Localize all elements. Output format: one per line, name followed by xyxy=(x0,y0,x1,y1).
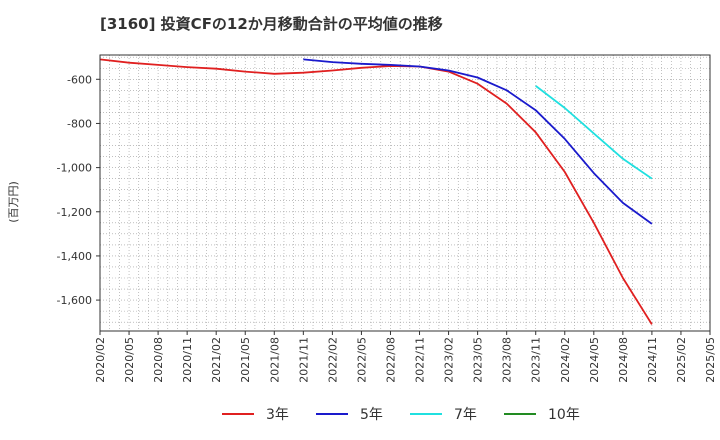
x-tick-label: 2021/11 xyxy=(297,337,310,383)
chart-title: [3160] 投資CFの12か月移動合計の平均値の推移 xyxy=(100,15,443,33)
x-tick-label: 2021/02 xyxy=(210,337,223,383)
x-tick-label: 2021/08 xyxy=(268,337,281,383)
y-tick-label: -1,600 xyxy=(57,294,92,307)
x-tick-label: 2022/08 xyxy=(384,337,397,383)
legend-label: 3年 xyxy=(266,407,289,423)
series-lines xyxy=(99,58,653,325)
y-tick-label: -1,000 xyxy=(57,162,92,175)
y-tick-label: -800 xyxy=(67,117,92,130)
x-tick-label: 2024/05 xyxy=(588,337,601,383)
legend-label: 7年 xyxy=(454,407,477,423)
y-axis-ticks: -600 -800 -1,000 -1,200 -1,400 -1,600 xyxy=(57,73,100,307)
y-tick-label: -1,200 xyxy=(57,206,92,219)
x-tick-label: 2020/02 xyxy=(94,337,107,383)
x-tick-label: 2023/11 xyxy=(530,337,543,383)
x-tick-label: 2025/02 xyxy=(675,337,688,383)
x-axis-ticks: 2020/02 2020/05 2020/08 2020/11 2021/02 2021/… xyxy=(94,331,717,383)
x-tick-label: 2022/11 xyxy=(414,337,427,383)
x-tick-label: 2022/05 xyxy=(355,337,368,383)
x-tick-label: 2020/11 xyxy=(181,337,194,383)
legend-label: 10年 xyxy=(548,407,580,423)
x-tick-label: 2025/05 xyxy=(704,337,717,383)
x-tick-label: 2024/02 xyxy=(559,337,572,383)
series-line-3年 xyxy=(99,58,653,325)
x-tick-label: 2023/05 xyxy=(472,337,485,383)
x-tick-label: 2024/08 xyxy=(617,337,630,383)
y-tick-label: -600 xyxy=(67,73,92,86)
plot-frame xyxy=(99,54,711,332)
x-tick-label: 2023/02 xyxy=(443,337,456,383)
y-tick-label: -1,400 xyxy=(57,250,92,263)
x-tick-label: 2020/08 xyxy=(152,337,165,383)
series-line-5年 xyxy=(303,58,653,225)
legend-label: 5年 xyxy=(360,407,383,423)
x-tick-label: 2022/02 xyxy=(326,337,339,383)
x-tick-label: 2023/08 xyxy=(501,337,514,383)
legend: 3年 5年 7年 10年 xyxy=(222,407,580,423)
x-tick-label: 2020/05 xyxy=(123,337,136,383)
grid-lines xyxy=(99,55,711,331)
y-axis-label: (百万円) xyxy=(7,181,20,223)
x-tick-label: 2024/11 xyxy=(646,337,659,383)
series-line-7年 xyxy=(535,85,653,180)
x-tick-label: 2021/05 xyxy=(239,337,252,383)
